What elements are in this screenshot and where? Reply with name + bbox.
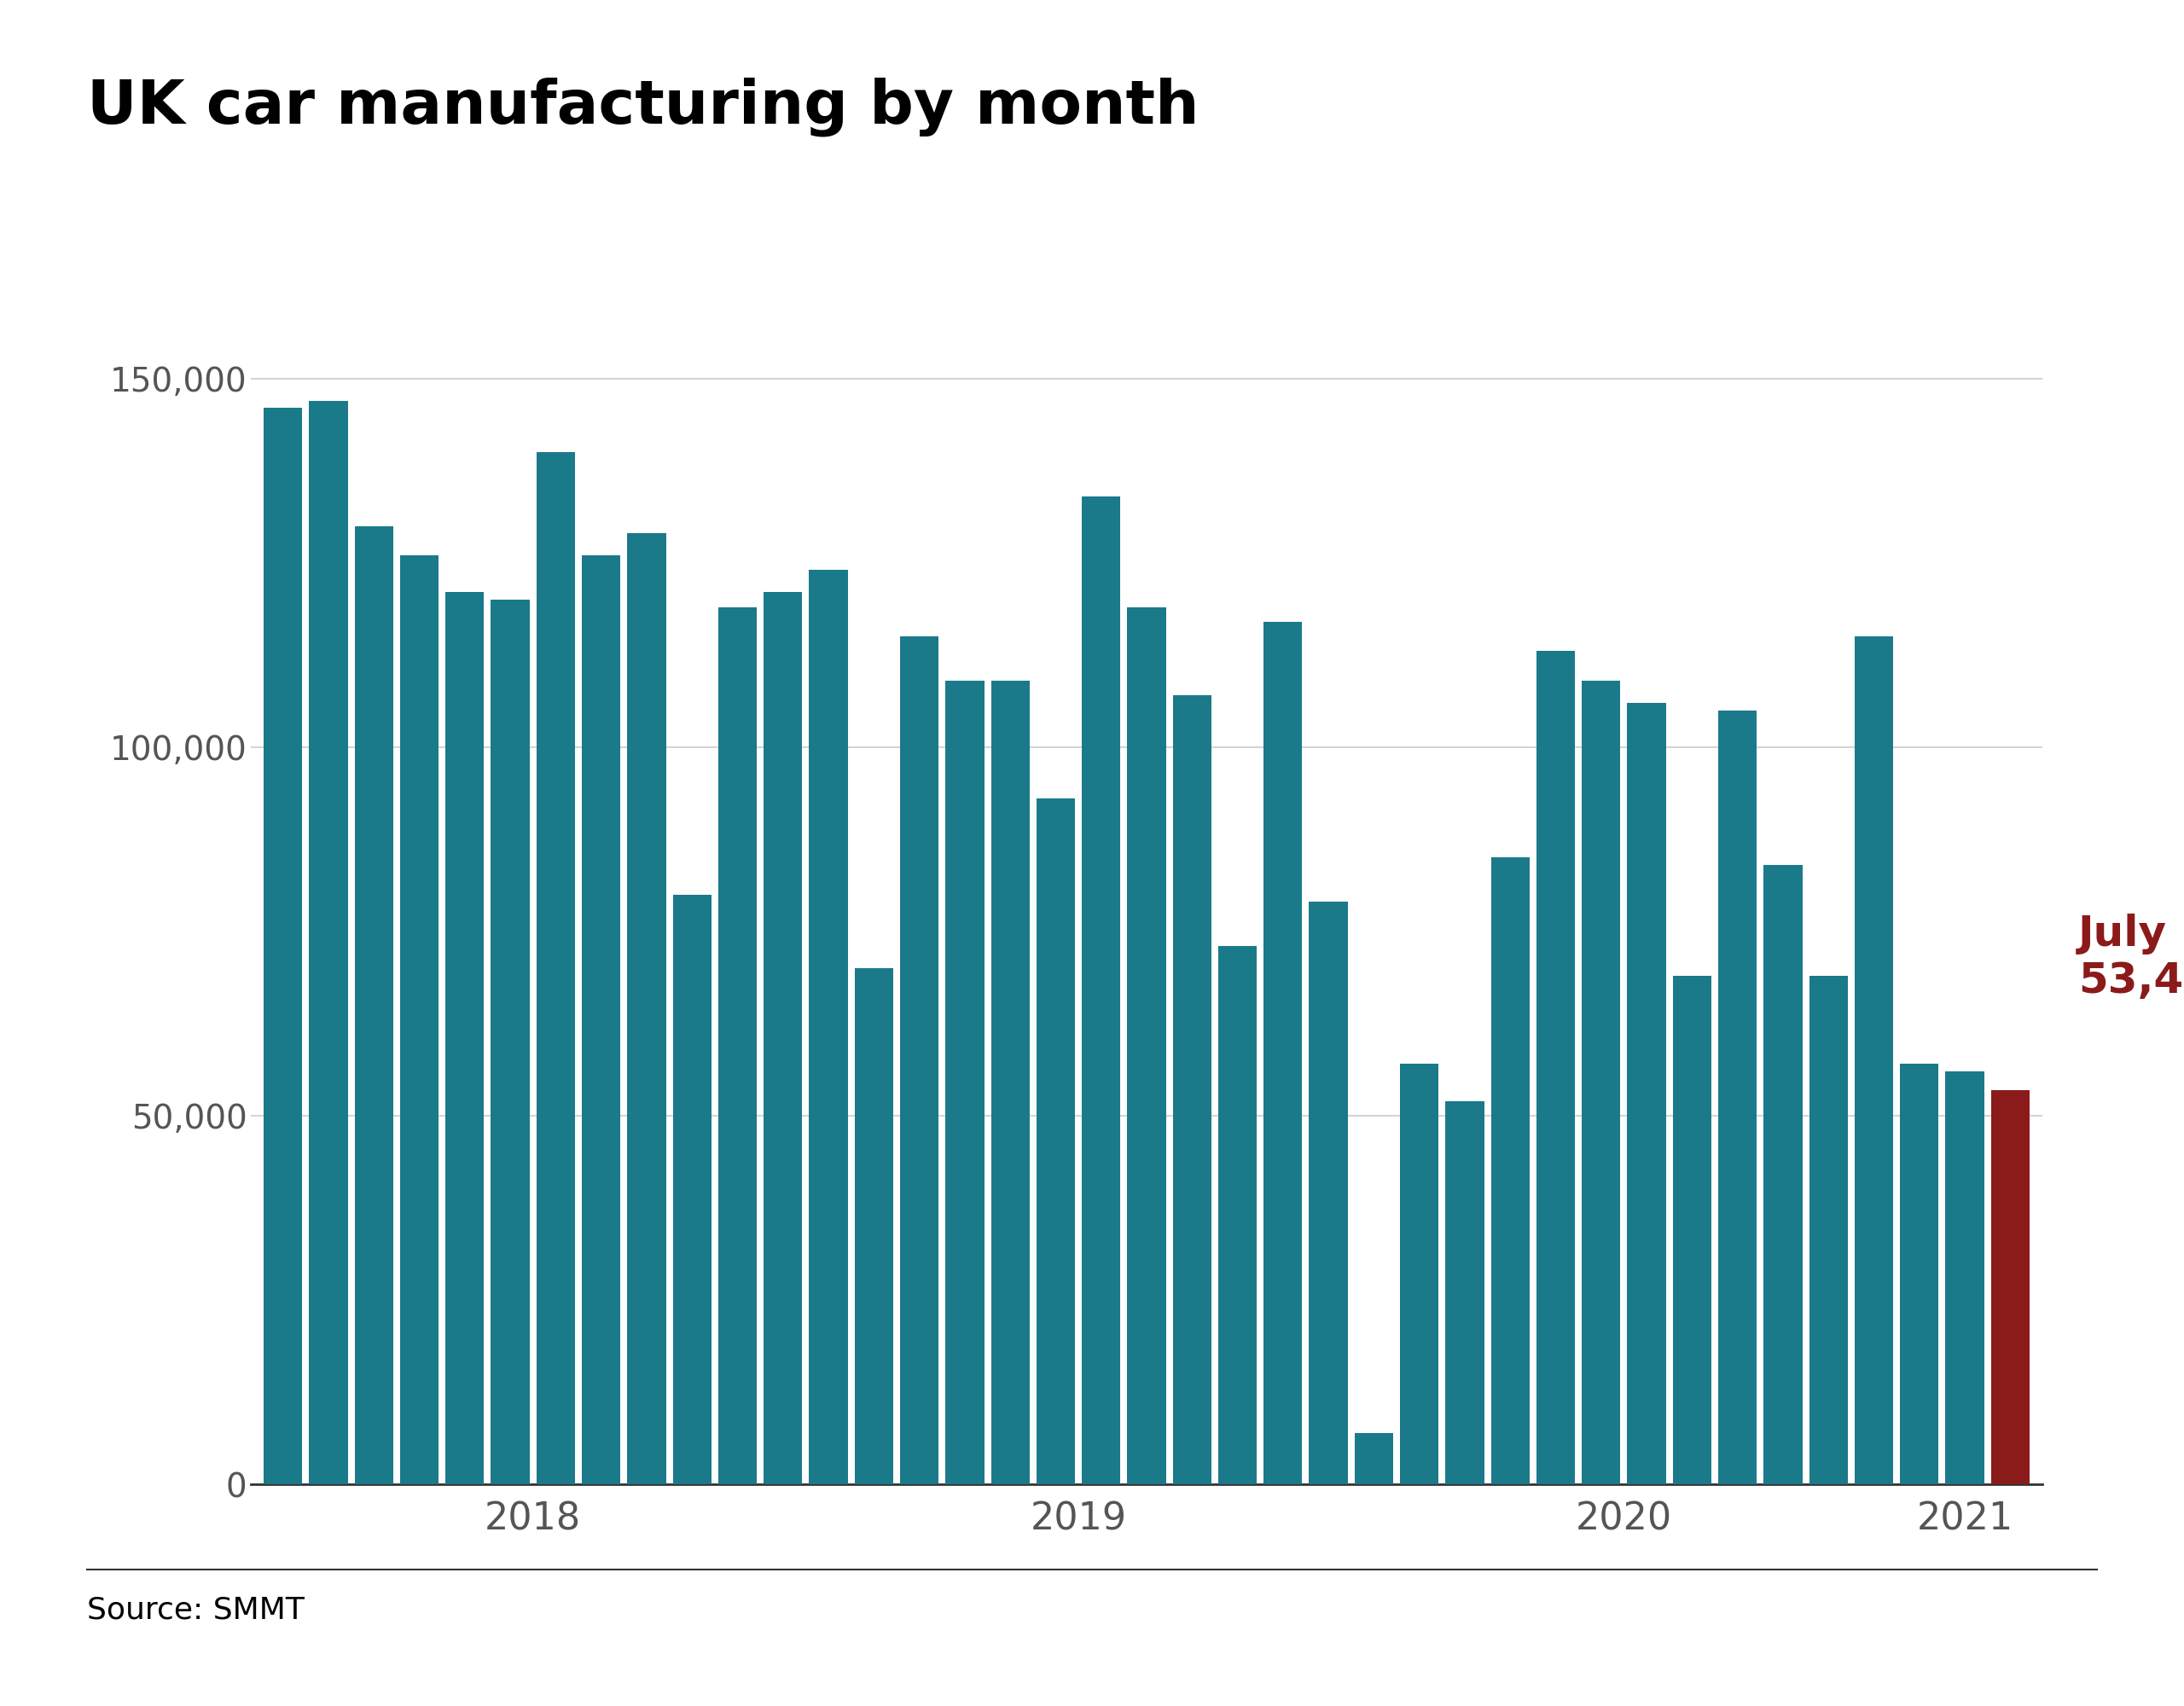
- Bar: [1808, 976, 1848, 1484]
- Bar: [1719, 710, 1756, 1484]
- Bar: [1127, 607, 1166, 1484]
- Bar: [1308, 902, 1348, 1484]
- Bar: [900, 636, 939, 1484]
- Bar: [1765, 865, 1802, 1484]
- Bar: [446, 592, 485, 1484]
- Bar: [1992, 1090, 2029, 1484]
- Bar: [581, 556, 620, 1484]
- Bar: [1946, 1071, 1983, 1484]
- Bar: [1535, 652, 1575, 1484]
- Bar: [808, 570, 847, 1484]
- Bar: [1081, 496, 1120, 1484]
- Text: July 2021:
53,438: July 2021: 53,438: [2079, 913, 2184, 1001]
- Bar: [1037, 798, 1075, 1484]
- Bar: [1400, 1065, 1439, 1484]
- Bar: [264, 408, 301, 1484]
- Bar: [1173, 696, 1212, 1484]
- Bar: [1265, 621, 1302, 1484]
- Bar: [673, 894, 712, 1484]
- Bar: [1627, 703, 1666, 1484]
- Bar: [537, 452, 574, 1484]
- Text: Source: SMMT: Source: SMMT: [87, 1595, 306, 1624]
- Bar: [854, 969, 893, 1484]
- Bar: [992, 681, 1029, 1484]
- Bar: [400, 556, 439, 1484]
- Text: BBC: BBC: [1970, 1617, 2060, 1655]
- Bar: [310, 401, 347, 1484]
- Text: UK car manufacturing by month: UK car manufacturing by month: [87, 77, 1199, 136]
- Bar: [1854, 636, 1894, 1484]
- Bar: [1446, 1100, 1485, 1484]
- Bar: [764, 592, 802, 1484]
- Bar: [1581, 681, 1621, 1484]
- Bar: [1354, 1433, 1393, 1484]
- Bar: [1492, 858, 1529, 1484]
- Bar: [1219, 947, 1256, 1484]
- Bar: [1673, 976, 1712, 1484]
- Bar: [627, 534, 666, 1484]
- Bar: [946, 681, 985, 1484]
- Bar: [1900, 1065, 1939, 1484]
- Bar: [491, 599, 529, 1484]
- Bar: [354, 525, 393, 1484]
- Bar: [719, 607, 758, 1484]
